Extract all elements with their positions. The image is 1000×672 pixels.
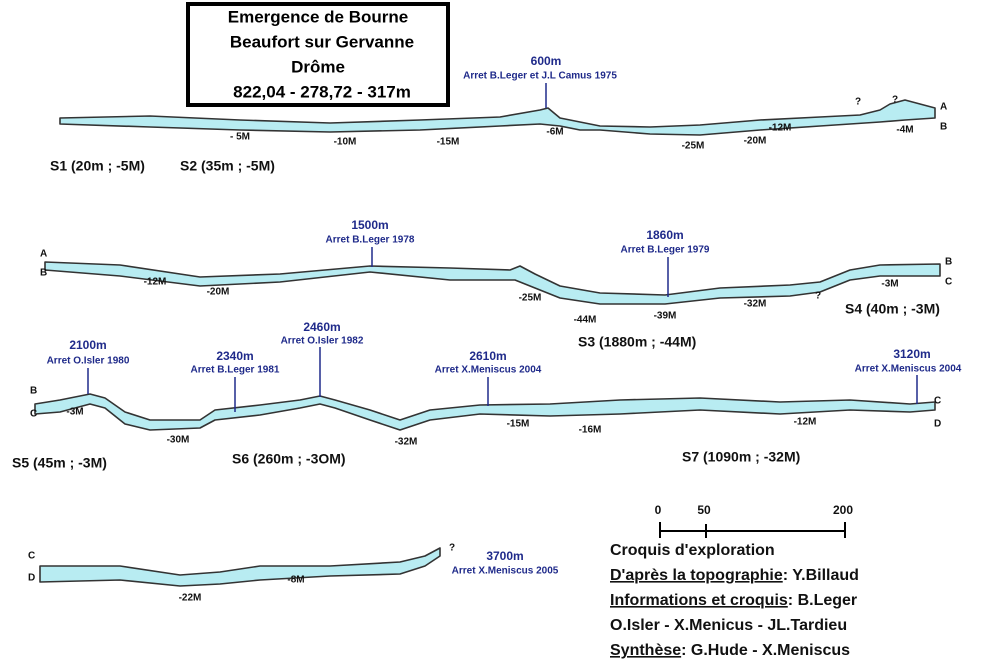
header-line: Drôme: [291, 57, 345, 76]
end-label: B: [30, 386, 37, 397]
depth-label: -12M: [144, 277, 167, 288]
credits-line: O.Isler - X.Menicus - JL.Tardieu: [610, 617, 847, 634]
end-label: D: [28, 573, 35, 584]
credits-line: Synthèse: G.Hude - X.Meniscus: [610, 642, 850, 659]
depth-label: -12M: [794, 417, 817, 428]
depth-label: -22M: [179, 593, 202, 604]
marker-note: Arret X.Meniscus 2004: [855, 364, 962, 375]
cave-profile: [44, 261, 941, 305]
credits-text: : Y.Billaud: [783, 567, 859, 584]
sump-label: S3 (1880m ; -44M): [578, 334, 696, 350]
credits-text: : G.Hude - X.Meniscus: [681, 642, 850, 659]
depth-label: -25M: [682, 141, 705, 152]
depth-label: -32M: [395, 437, 418, 448]
marker-note: Arret B.Leger et J.L Camus 1975: [463, 71, 617, 82]
marker-note: Arret X.Meniscus 2005: [452, 566, 559, 577]
depth-label: -4M: [896, 125, 913, 136]
end-label: D: [934, 419, 941, 430]
marker-note: Arret O.Isler 1982: [281, 336, 364, 347]
scale-label: 0: [655, 503, 662, 517]
credits-label: D'après la topographie: [610, 567, 783, 584]
sump-label: S6 (260m ; -3OM): [232, 451, 346, 467]
credits-line: Informations et croquis: B.Leger: [610, 592, 857, 609]
depth-label: -3M: [881, 279, 898, 290]
depth-label: - 5M: [230, 132, 250, 143]
marker-note: Arret B.Leger 1981: [191, 365, 280, 376]
credits-text: : B.Leger: [788, 592, 857, 609]
question-mark: ?: [449, 543, 455, 554]
depth-label: -15M: [437, 137, 460, 148]
header-line: 822,04 - 278,72 - 317m: [233, 82, 411, 101]
depth-label: -32M: [744, 299, 767, 310]
depth-label: -39M: [654, 311, 677, 322]
cave-profile: [34, 393, 936, 431]
end-label: A: [940, 102, 947, 113]
sump-label: S4 (40m ; -3M): [845, 301, 940, 317]
depth-label: -30M: [167, 435, 190, 446]
marker-distance: 3700m: [486, 549, 523, 563]
end-label: B: [940, 122, 947, 133]
end-label: C: [934, 396, 941, 407]
question-mark: ?: [892, 95, 898, 106]
marker-distance: 2340m: [216, 349, 253, 363]
depth-label: -10M: [334, 137, 357, 148]
question-mark: ?: [815, 291, 821, 302]
header-line: Emergence de Bourne: [228, 7, 408, 26]
depth-label: -6M: [546, 127, 563, 138]
marker-distance: 2610m: [469, 349, 506, 363]
credits-line: D'après la topographie: Y.Billaud: [610, 567, 859, 584]
depth-label: -44M: [574, 315, 597, 326]
end-label: C: [30, 409, 37, 420]
depth-label: -20M: [207, 287, 230, 298]
marker-note: Arret B.Leger 1978: [326, 235, 415, 246]
credits-label: Synthèse: [610, 642, 681, 659]
end-label: A: [40, 249, 47, 260]
marker-distance: 1860m: [646, 228, 683, 242]
sump-label: S7 (1090m ; -32M): [682, 449, 800, 465]
sump-label: S5 (45m ; -3M): [12, 455, 107, 471]
end-label: B: [945, 257, 952, 268]
end-label: C: [28, 551, 35, 562]
marker-note: Arret X.Meniscus 2004: [435, 365, 542, 376]
scale-label: 50: [697, 503, 711, 517]
end-label: C: [945, 277, 952, 288]
header-line: Beaufort sur Gervanne: [230, 32, 414, 51]
end-label: B: [40, 268, 47, 279]
depth-label: -12M: [769, 123, 792, 134]
marker-distance: 2460m: [303, 320, 340, 334]
marker-note: Arret B.Leger 1979: [621, 245, 710, 256]
depth-label: -20M: [744, 136, 767, 147]
marker-distance: 1500m: [351, 218, 388, 232]
scale-label: 200: [833, 503, 853, 517]
marker-distance: 600m: [531, 54, 562, 68]
sump-label: S2 (35m ; -5M): [180, 158, 275, 174]
question-mark: ?: [855, 97, 861, 108]
credits-label: Informations et croquis: [610, 592, 788, 609]
credits-title: Croquis d'exploration: [610, 542, 775, 559]
depth-label: -3M: [66, 407, 83, 418]
depth-label: -16M: [579, 425, 602, 436]
sump-label: S1 (20m ; -5M): [50, 158, 145, 174]
marker-distance: 3120m: [893, 347, 930, 361]
depth-label: -25M: [519, 293, 542, 304]
depth-label: -15M: [507, 419, 530, 430]
marker-note: Arret O.Isler 1980: [47, 356, 130, 367]
header-box: [186, 2, 450, 107]
depth-label: -8M: [287, 575, 304, 586]
cave-profile: [39, 547, 441, 587]
cave-profile: [59, 99, 936, 136]
marker-distance: 2100m: [69, 338, 106, 352]
